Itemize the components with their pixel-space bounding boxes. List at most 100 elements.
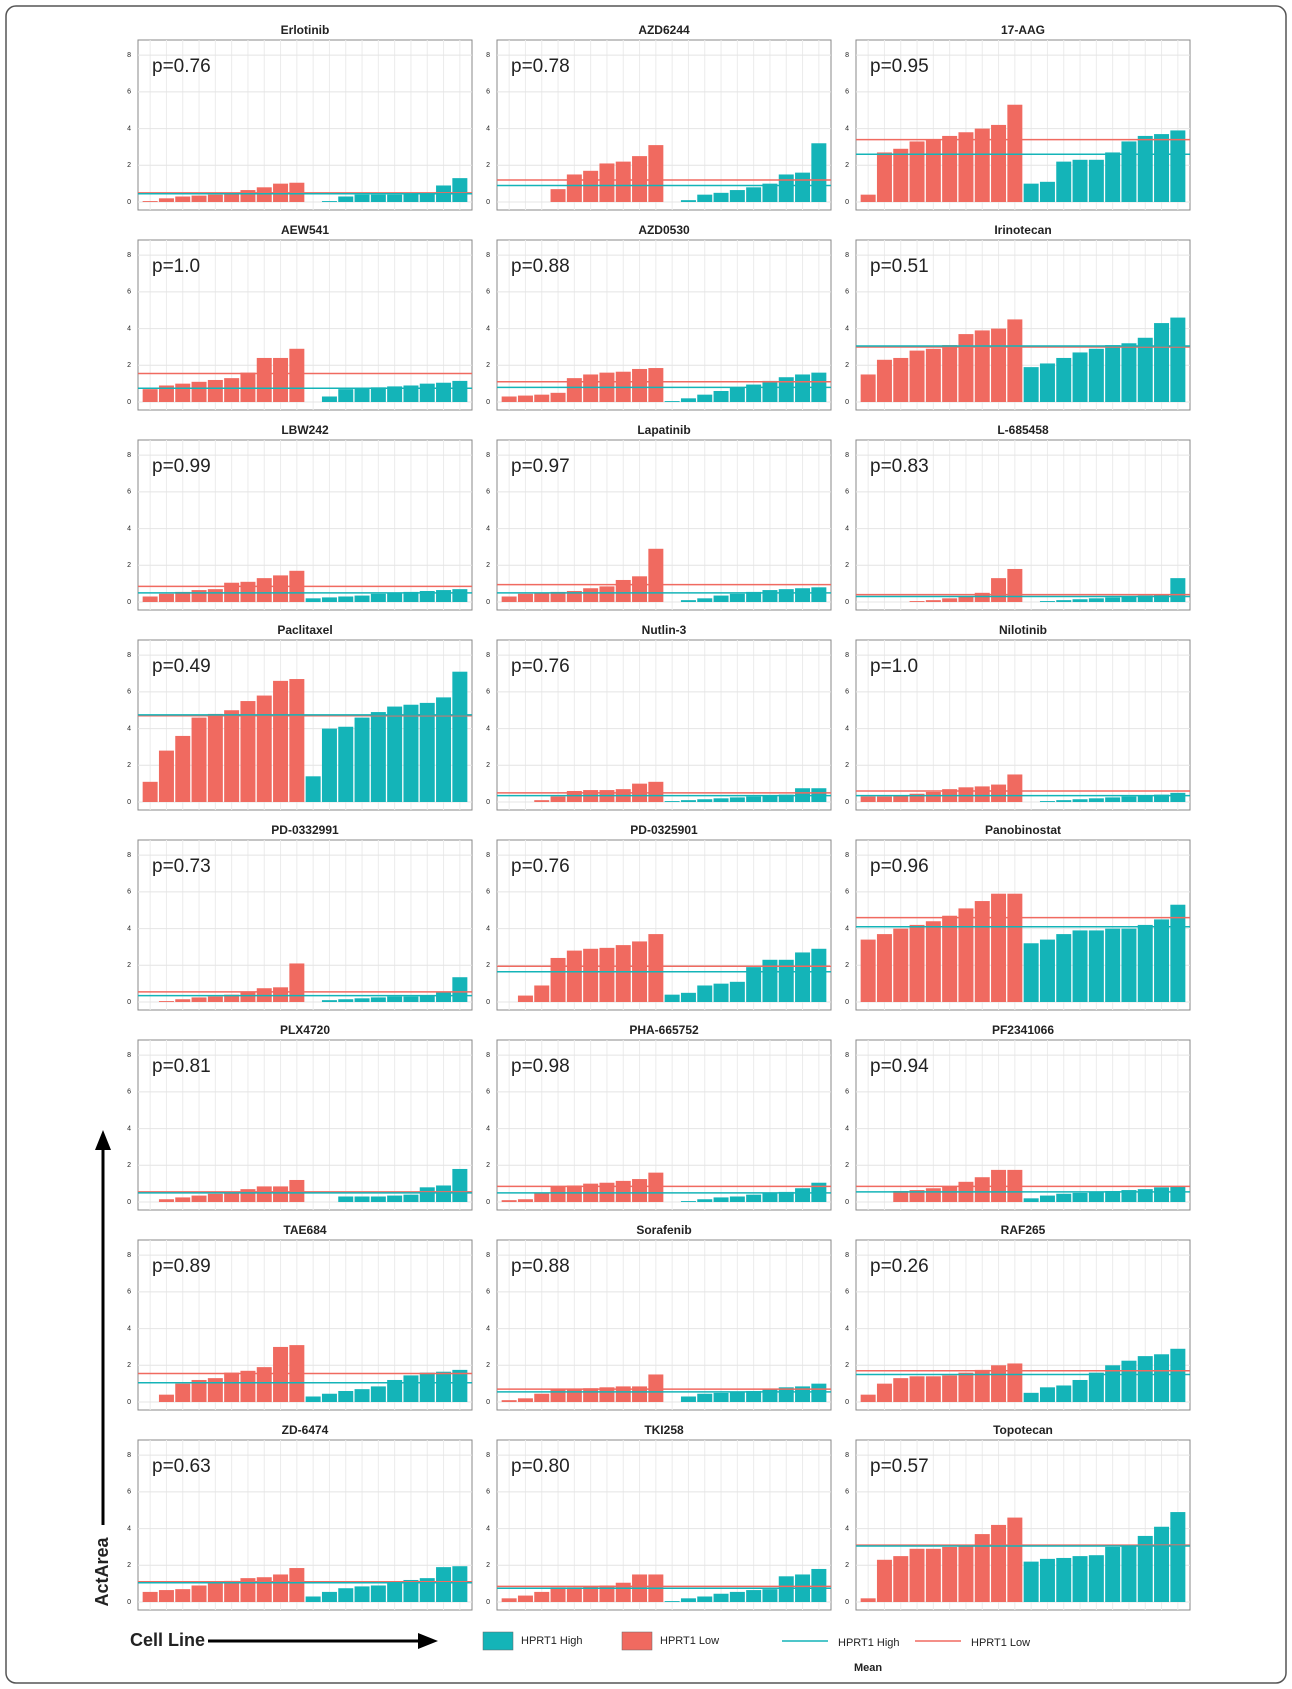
legend-title: Mean bbox=[854, 1662, 882, 1674]
bar bbox=[762, 959, 778, 1002]
bar bbox=[1137, 1356, 1153, 1402]
bar bbox=[175, 1197, 191, 1202]
bar bbox=[680, 398, 696, 402]
bar bbox=[615, 1386, 631, 1402]
bar bbox=[909, 1376, 925, 1402]
y-tick-label: 0 bbox=[845, 799, 849, 806]
y-tick-label: 6 bbox=[845, 89, 849, 96]
y-tick-label: 6 bbox=[845, 1289, 849, 1296]
bar bbox=[713, 390, 729, 402]
bar bbox=[452, 1566, 468, 1602]
bar bbox=[240, 701, 256, 802]
bar bbox=[158, 593, 174, 602]
bar bbox=[893, 928, 909, 1002]
plot-area bbox=[496, 39, 832, 211]
bar bbox=[191, 381, 207, 402]
bar bbox=[762, 1192, 778, 1202]
y-tick-label: 4 bbox=[486, 125, 490, 132]
y-tick-label: 2 bbox=[845, 162, 849, 169]
y-tick-label: 2 bbox=[486, 1562, 490, 1569]
bar bbox=[158, 1199, 174, 1202]
bar bbox=[974, 1534, 990, 1602]
bar bbox=[1088, 159, 1104, 202]
bar bbox=[1170, 1512, 1186, 1602]
bar bbox=[240, 1189, 256, 1202]
y-tick-label: 2 bbox=[486, 1362, 490, 1369]
bar bbox=[778, 794, 794, 802]
y-tick-label: 0 bbox=[486, 799, 490, 806]
y-tick-label: 4 bbox=[127, 325, 131, 332]
bar bbox=[338, 1390, 354, 1402]
bar bbox=[240, 991, 256, 1002]
bar bbox=[354, 388, 370, 402]
bar bbox=[648, 781, 664, 802]
bar bbox=[191, 1379, 207, 1402]
bar bbox=[207, 1193, 223, 1202]
bar bbox=[648, 934, 664, 1002]
bar bbox=[534, 394, 550, 402]
y-tick-label: 0 bbox=[845, 1399, 849, 1406]
y-tick-label: 2 bbox=[845, 562, 849, 569]
bar bbox=[746, 1590, 762, 1602]
bar bbox=[1072, 1556, 1088, 1602]
y-axis-label: ActArea bbox=[92, 1536, 112, 1606]
bar bbox=[224, 1372, 240, 1402]
bar bbox=[811, 948, 827, 1002]
bar bbox=[1088, 1555, 1104, 1602]
y-tick-label: 4 bbox=[845, 1125, 849, 1132]
bar bbox=[338, 999, 354, 1002]
bar bbox=[370, 1386, 386, 1402]
bar bbox=[942, 1546, 958, 1602]
y-tick-label: 4 bbox=[486, 325, 490, 332]
bar bbox=[762, 380, 778, 402]
bar bbox=[1088, 598, 1104, 602]
y-tick-label: 0 bbox=[127, 799, 131, 806]
bar bbox=[664, 1601, 680, 1602]
bar bbox=[599, 1585, 615, 1602]
bar bbox=[419, 702, 435, 802]
bar bbox=[942, 915, 958, 1002]
bar bbox=[778, 1576, 794, 1602]
bar bbox=[191, 195, 207, 202]
bar bbox=[599, 1387, 615, 1402]
y-tick-label: 4 bbox=[845, 525, 849, 532]
y-tick-label: 4 bbox=[845, 325, 849, 332]
bar bbox=[191, 1195, 207, 1202]
bar bbox=[142, 389, 158, 402]
bar bbox=[419, 193, 435, 202]
y-tick-label: 0 bbox=[127, 599, 131, 606]
bar bbox=[1105, 345, 1121, 402]
bar bbox=[795, 588, 811, 602]
y-tick-label: 8 bbox=[845, 1452, 849, 1459]
bar bbox=[713, 1197, 729, 1202]
bar bbox=[1121, 141, 1137, 202]
y-tick-label: 2 bbox=[127, 362, 131, 369]
bar bbox=[1056, 800, 1072, 802]
bar bbox=[942, 135, 958, 202]
bar bbox=[876, 796, 892, 802]
bar bbox=[452, 380, 468, 402]
bar bbox=[1056, 1385, 1072, 1402]
bar bbox=[338, 1196, 354, 1202]
chart-title: 17-AAG bbox=[1001, 23, 1045, 37]
bar bbox=[436, 991, 452, 1002]
y-tick-label: 4 bbox=[127, 925, 131, 932]
p-value: p=0.83 bbox=[870, 456, 929, 477]
bar bbox=[1170, 317, 1186, 402]
y-tick-label: 6 bbox=[127, 1089, 131, 1096]
bar bbox=[403, 193, 419, 202]
bar bbox=[697, 598, 713, 602]
bar bbox=[175, 591, 191, 602]
bar bbox=[534, 1393, 550, 1402]
bar bbox=[778, 377, 794, 402]
bar bbox=[387, 996, 403, 1002]
bar bbox=[1170, 904, 1186, 1002]
bar bbox=[648, 368, 664, 402]
bar bbox=[942, 1375, 958, 1402]
bar bbox=[158, 1394, 174, 1402]
bar bbox=[1056, 357, 1072, 402]
bar bbox=[909, 141, 925, 202]
bar bbox=[452, 1369, 468, 1402]
bar bbox=[534, 592, 550, 602]
